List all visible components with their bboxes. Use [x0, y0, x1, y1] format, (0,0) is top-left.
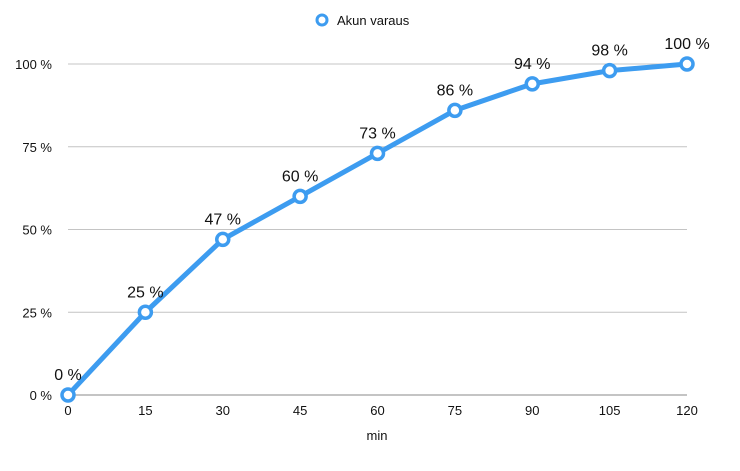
series-akun-varaus — [60, 56, 695, 403]
y-tick-label: 75 % — [22, 140, 52, 155]
data-point — [447, 102, 463, 119]
x-tick-label: 15 — [138, 403, 152, 418]
y-tick-label: 0 % — [30, 388, 53, 403]
data-point — [679, 56, 695, 72]
x-tick-label: 0 — [64, 403, 71, 418]
legend-label: Akun varaus — [337, 13, 410, 28]
data-point — [369, 145, 386, 162]
legend-marker-icon — [315, 13, 329, 27]
x-tick-label: 75 — [448, 403, 462, 418]
x-tick-label: 90 — [525, 403, 539, 418]
data-label: 0 % — [54, 367, 82, 384]
data-label: 25 % — [127, 284, 163, 301]
x-tick-label: 60 — [370, 403, 384, 418]
x-axis-ticks: 0 15 30 45 60 75 90 105 120 — [64, 403, 697, 418]
data-point — [524, 76, 540, 92]
x-tick-label: 120 — [676, 403, 698, 418]
grid — [68, 63, 687, 396]
data-label: 100 % — [664, 36, 709, 53]
data-label: 94 % — [514, 56, 550, 73]
x-tick-label: 105 — [599, 403, 621, 418]
data-label: 47 % — [205, 211, 241, 228]
data-point — [215, 231, 231, 248]
data-point — [60, 387, 76, 403]
y-tick-label: 100 % — [15, 57, 52, 72]
data-labels: 0 % 25 % 47 % 60 % 73 % 86 % 94 % 98 % 100 % — [54, 36, 709, 384]
data-point — [137, 304, 154, 320]
data-point — [292, 188, 308, 205]
x-tick-label: 30 — [216, 403, 230, 418]
data-point — [601, 62, 618, 79]
data-label: 73 % — [359, 125, 395, 142]
data-label: 60 % — [282, 168, 318, 185]
y-tick-label: 50 % — [22, 223, 52, 238]
x-tick-label: 45 — [293, 403, 307, 418]
x-axis-title: min — [367, 428, 388, 443]
legend: Akun varaus — [315, 13, 410, 28]
data-label: 86 % — [437, 82, 473, 99]
data-label: 98 % — [591, 43, 627, 60]
y-tick-label: 25 % — [22, 305, 52, 320]
y-axis-ticks: 0 % 25 % 50 % 75 % 100 % — [15, 57, 52, 403]
